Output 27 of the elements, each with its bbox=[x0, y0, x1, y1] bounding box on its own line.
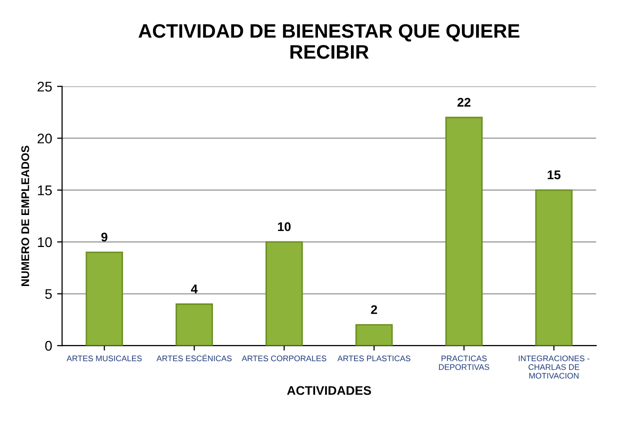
x-tick-label: ARTES PLASTICAS bbox=[337, 356, 410, 362]
y-tick-label: 25 bbox=[38, 82, 52, 92]
bar bbox=[355, 324, 393, 346]
x-tick-label: INTEGRACIONES - CHARLAS DE MOTIVACION bbox=[518, 356, 590, 379]
bar bbox=[535, 189, 573, 346]
data-label: 10 bbox=[278, 222, 291, 232]
bar bbox=[176, 303, 213, 346]
y-tick-label: 20 bbox=[38, 134, 52, 144]
bar bbox=[266, 241, 303, 346]
y-tick-label: 5 bbox=[45, 289, 52, 299]
x-tick-label: ARTES ESCÉNICAS bbox=[156, 354, 232, 362]
data-label: 15 bbox=[548, 170, 561, 180]
chart-title: ACTIVIDAD DE BIENESTAR QUE QUIERE RECIBIR bbox=[138, 24, 520, 59]
x-tick-label: ARTES MUSICALES bbox=[66, 356, 142, 362]
y-tick-label: 15 bbox=[38, 186, 52, 196]
y-axis-title: NUMERO DE EMPLEADOS bbox=[21, 146, 30, 286]
x-axis-title: ACTIVIDADES bbox=[287, 386, 372, 395]
data-label: 4 bbox=[190, 284, 198, 294]
x-tick-label: ARTES CORPORALES bbox=[242, 356, 326, 362]
y-tick-label: 0 bbox=[45, 340, 52, 351]
data-label: 22 bbox=[457, 98, 470, 107]
y-tick-label: 10 bbox=[38, 237, 52, 248]
bar bbox=[86, 252, 124, 346]
x-tick-label: PRACTICAS DEPORTIVAS bbox=[439, 356, 490, 370]
bar bbox=[445, 116, 483, 346]
data-label: 2 bbox=[371, 305, 378, 314]
data-label: 9 bbox=[101, 232, 108, 242]
